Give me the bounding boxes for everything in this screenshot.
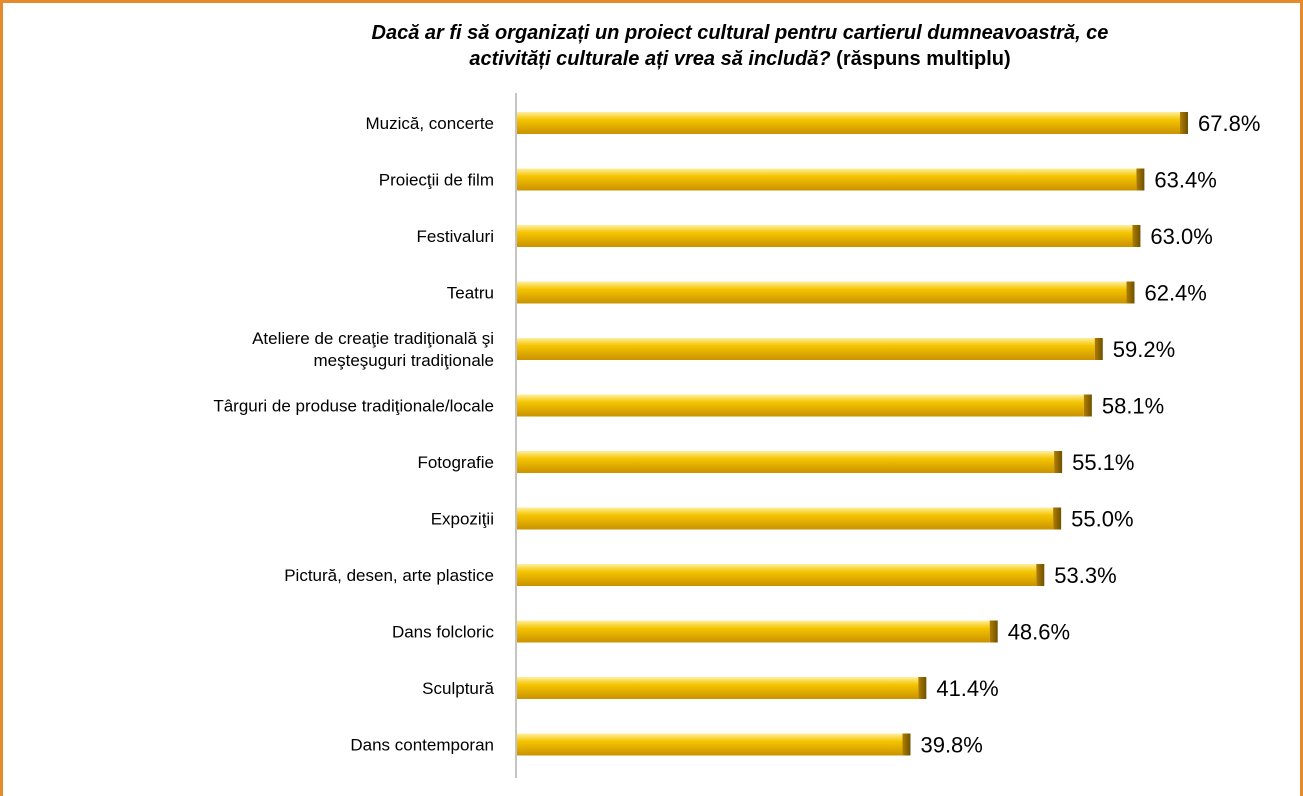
category-label-line: Expoziţii: [431, 510, 494, 529]
category-label: Festivaluri: [417, 227, 494, 246]
chart-title-line1: Dacă ar fi să organizați un proiect cult…: [372, 22, 1109, 44]
category-label-line: Proiecţii de film: [379, 171, 494, 190]
category-label-line: Sculptură: [422, 679, 494, 698]
category-label-line: Teatru: [447, 284, 494, 303]
bar-end-shade: [1036, 564, 1045, 586]
value-label: 62.4%: [1144, 281, 1206, 306]
bar-end-shade: [1094, 338, 1103, 360]
bar-end-shade: [902, 733, 911, 756]
category-labels-group: Muzică, concerte Proiecţii de film Festiva…: [213, 114, 494, 755]
bar: [517, 281, 1127, 304]
value-label: 55.1%: [1072, 450, 1134, 475]
bar: [517, 394, 1084, 417]
value-labels-group: 67.8% 63.4% 63.0% 62.4% 59.2% 58.1% 55.1% 55.0%…: [920, 111, 1260, 758]
chart-title-line2: activități culturale ați vrea să includă…: [469, 48, 1010, 70]
bar-end-shade: [1132, 225, 1141, 247]
category-label-line: Festivaluri: [417, 227, 494, 246]
bar-end-shade: [1126, 281, 1135, 304]
value-label: 59.2%: [1113, 337, 1175, 362]
bar: [517, 338, 1095, 360]
category-label: Târguri de produse tradiţionale/locale: [213, 397, 494, 416]
category-label: Teatru: [447, 284, 494, 303]
chart-title-note: (răspuns multiplu): [831, 48, 1011, 70]
category-label-line: Muzică, concerte: [366, 114, 495, 133]
category-label-line: Pictură, desen, arte plastice: [284, 566, 494, 585]
category-label-line: meşteşuguri tradiţionale: [314, 351, 494, 370]
category-label: Pictură, desen, arte plastice: [284, 566, 494, 585]
category-label: Expoziţii: [431, 510, 494, 529]
bar-end-shade: [918, 677, 927, 699]
value-label: 39.8%: [920, 733, 982, 758]
category-label-line: Dans contemporan: [350, 736, 494, 755]
category-label: Fotografie: [417, 453, 494, 472]
category-label-line: Ateliere de creaţie tradiţională şi: [252, 329, 494, 348]
value-label: 53.3%: [1054, 563, 1116, 588]
category-label: Dans contemporan: [350, 736, 494, 755]
bar: [517, 168, 1137, 191]
bar-end-shade: [1180, 112, 1188, 134]
bar: [517, 225, 1133, 247]
bar: [517, 451, 1055, 473]
value-label: 41.4%: [936, 676, 998, 701]
chart-title-question: activități culturale ați vrea să includă…: [469, 48, 830, 70]
category-label: Dans folcloric: [392, 623, 495, 642]
bar-end-shade: [1136, 168, 1145, 191]
bar: [517, 620, 990, 643]
category-label: Sculptură: [422, 679, 494, 698]
bars-group: [517, 112, 1188, 756]
category-label-line: Fotografie: [417, 453, 494, 472]
category-label: Muzică, concerte: [366, 114, 495, 133]
value-label: 63.4%: [1154, 168, 1216, 193]
value-label: 67.8%: [1198, 111, 1260, 136]
bar-end-shade: [1053, 507, 1062, 530]
bar-end-shade: [1083, 394, 1092, 417]
category-label-line: Târguri de produse tradiţionale/locale: [213, 397, 494, 416]
bar-end-shade: [1054, 451, 1063, 473]
value-label: 58.1%: [1102, 394, 1164, 419]
value-label: 55.0%: [1071, 507, 1133, 532]
category-label-line: Dans folcloric: [392, 623, 495, 642]
bar: [517, 733, 903, 756]
value-label: 63.0%: [1150, 224, 1212, 249]
category-label: Proiecţii de film: [379, 171, 494, 190]
bar: [517, 507, 1054, 530]
bar: [517, 564, 1037, 586]
bar: [517, 112, 1180, 134]
bar-end-shade: [989, 620, 998, 643]
value-label: 48.6%: [1008, 620, 1070, 645]
bar: [517, 677, 919, 699]
category-label: Ateliere de creaţie tradiţională şi meşte…: [252, 329, 494, 370]
